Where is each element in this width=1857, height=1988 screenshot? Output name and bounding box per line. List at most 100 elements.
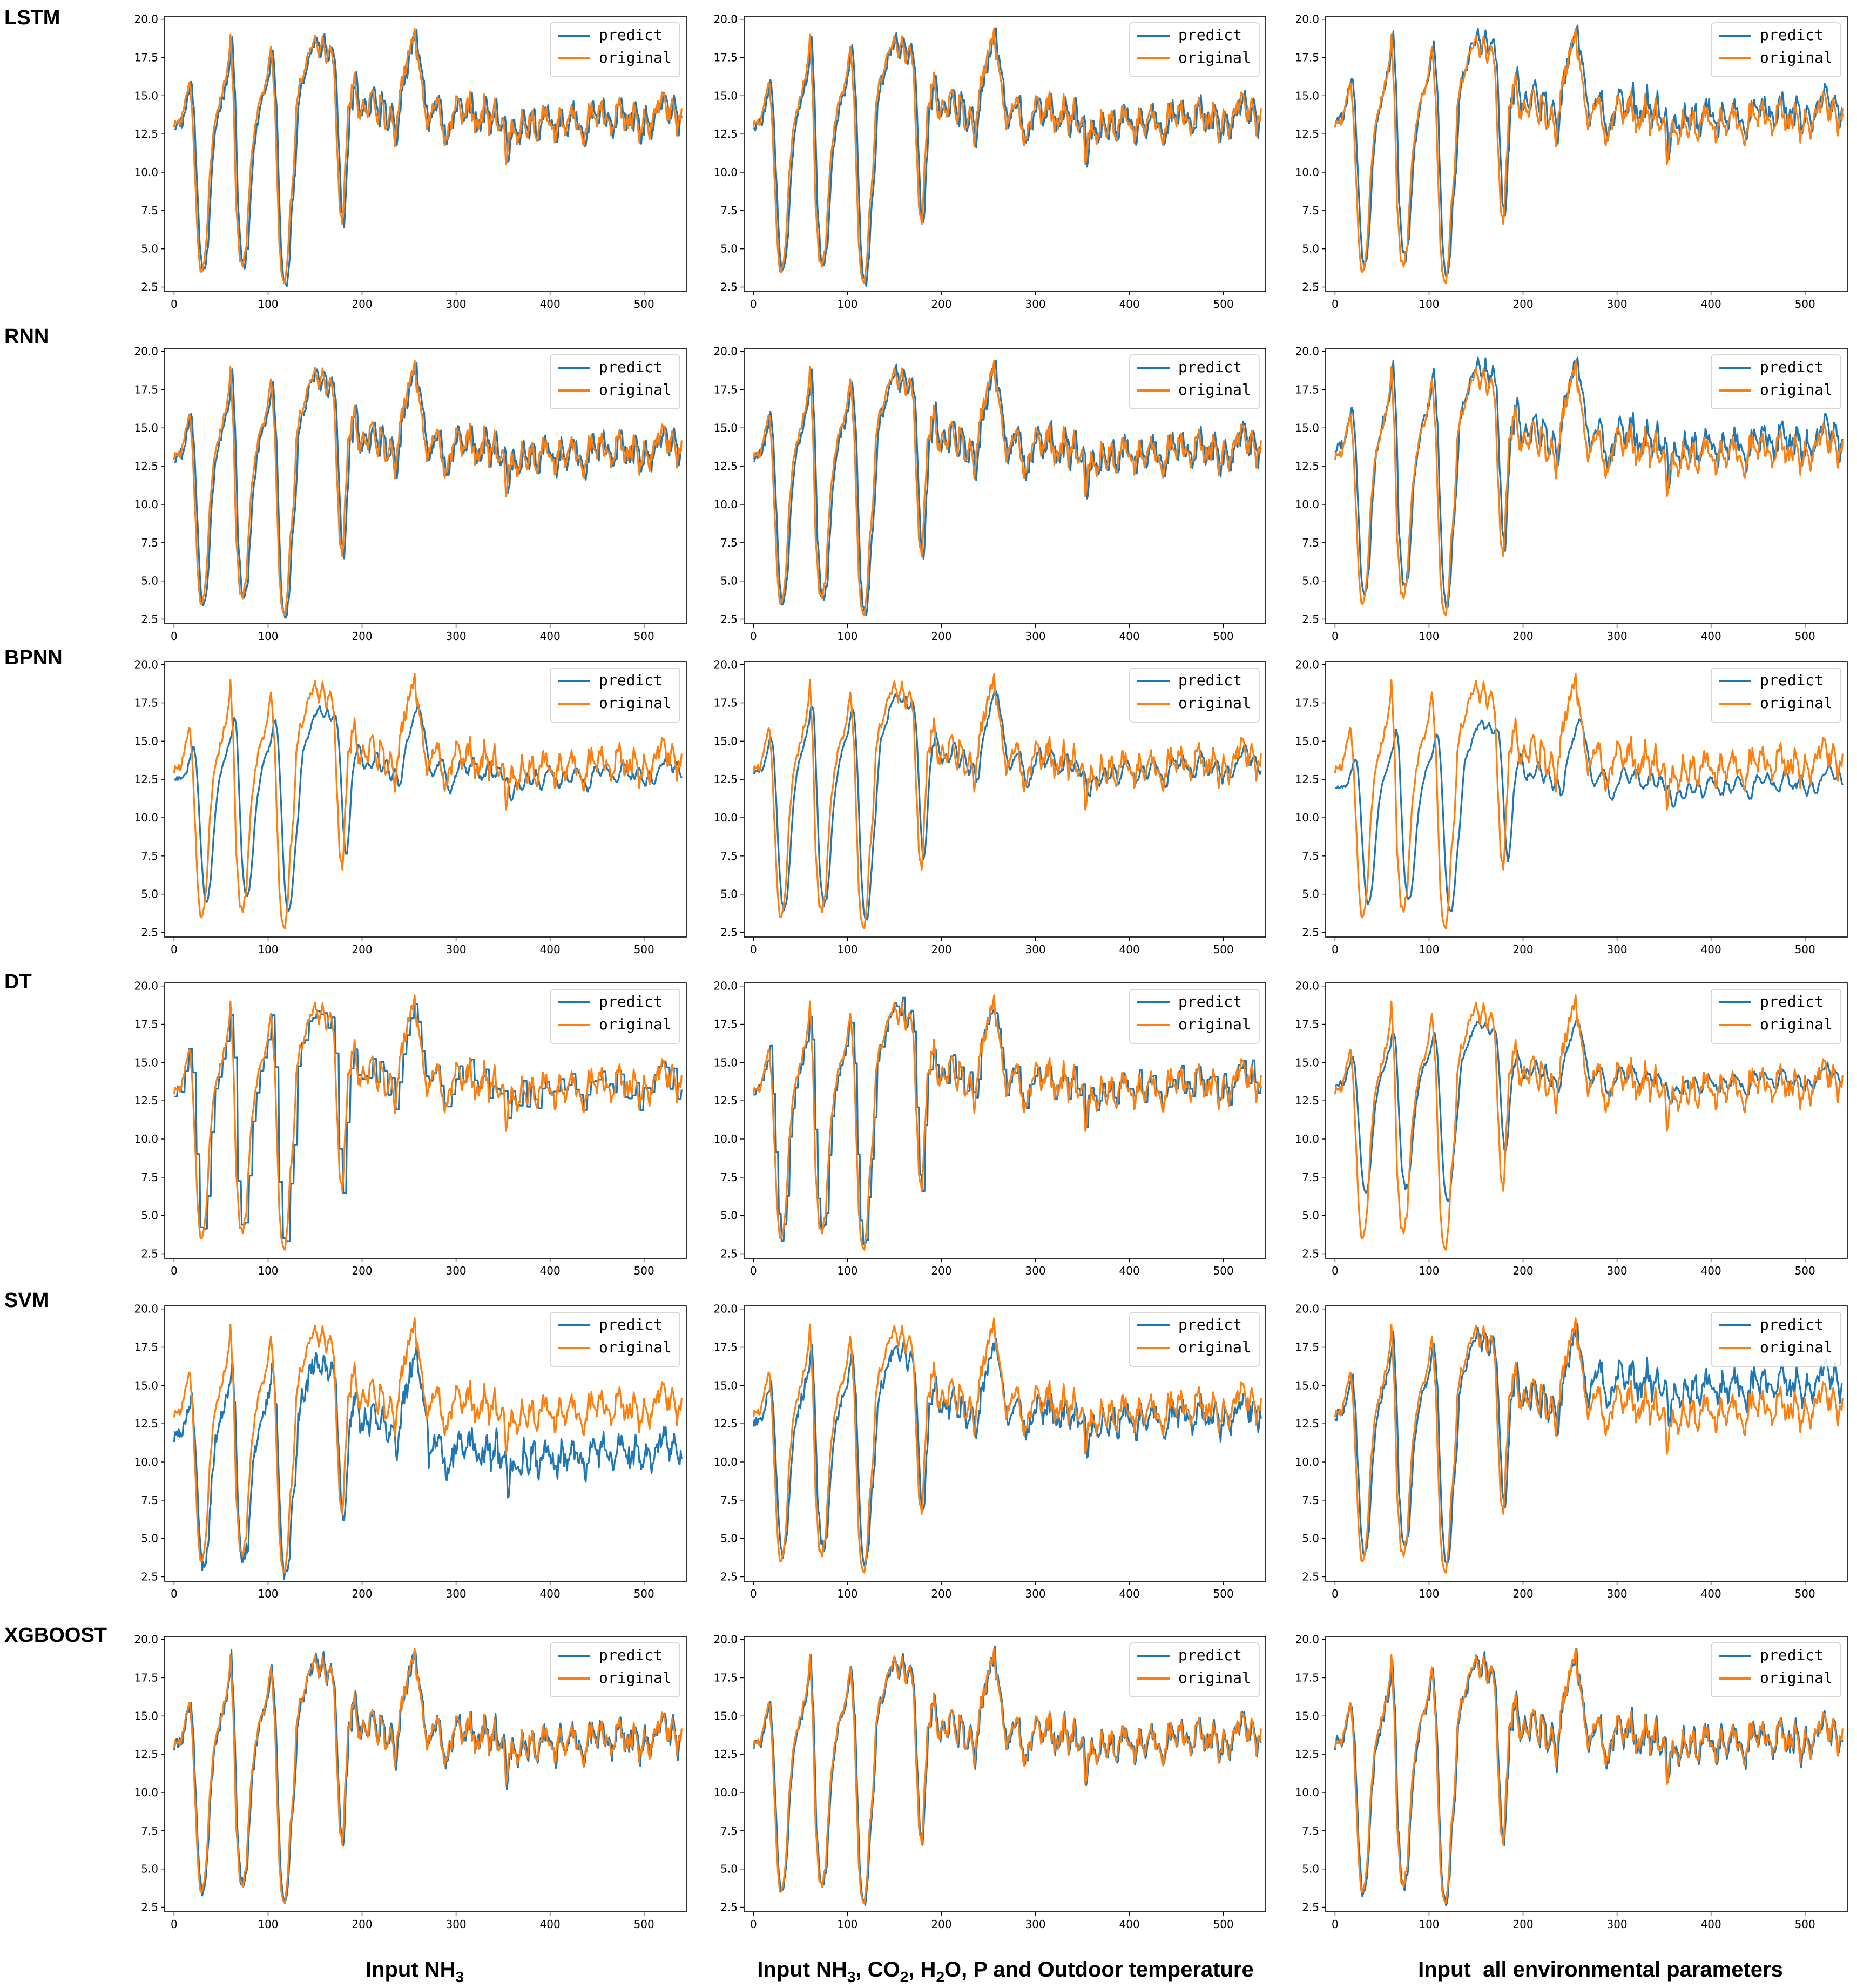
legend-label-original: original — [1178, 1338, 1251, 1356]
x-tick-label: 300 — [445, 298, 466, 311]
y-tick-label: 5.0 — [141, 888, 158, 901]
y-tick-label: 15.0 — [713, 1709, 738, 1722]
x-tick-label: 300 — [1025, 1587, 1045, 1600]
series-line-original — [173, 1317, 683, 1574]
legend-label-predict: predict — [599, 1646, 663, 1664]
y-tick-label: 2.5 — [1302, 926, 1319, 939]
y-tick-label: 20.0 — [713, 1303, 738, 1316]
y-tick-label: 20.0 — [1295, 345, 1319, 358]
y-tick-label: 5.0 — [720, 242, 738, 255]
y-tick-label: 15.0 — [1295, 89, 1319, 102]
x-tick-label: 400 — [1119, 298, 1140, 311]
y-tick-label: 20.0 — [1295, 658, 1319, 671]
series-line-original — [173, 994, 683, 1251]
series-line-original — [1334, 28, 1844, 284]
x-tick-label: 100 — [1419, 630, 1439, 643]
axes-frame — [164, 661, 687, 938]
y-tick-label: 10.0 — [713, 166, 738, 179]
y-tick-label: 20.0 — [134, 658, 158, 671]
x-tick-label: 100 — [258, 943, 278, 956]
y-tick-label: 5.0 — [720, 1209, 738, 1222]
chart-panel-9: 2.5 5.0 7.5 10.0 12.5 15.0 17.5 20.0 0 100 200 300 4… — [134, 980, 687, 1277]
x-tick-label: 200 — [352, 298, 372, 311]
x-tick-label: 400 — [1701, 630, 1721, 643]
x-tick-label: 500 — [1795, 1587, 1815, 1600]
y-tick-label: 2.5 — [141, 926, 158, 939]
y-tick-label: 5.0 — [141, 242, 158, 255]
y-tick-label: 12.5 — [713, 1094, 738, 1107]
x-tick-label: 200 — [931, 630, 951, 643]
x-tick-label: 500 — [1795, 1918, 1815, 1931]
legend: predict original — [1129, 668, 1260, 723]
y-tick-label: 7.5 — [141, 204, 158, 217]
legend-label-original: original — [599, 381, 672, 399]
x-tick-label: 500 — [1213, 1264, 1234, 1277]
y-tick-label: 7.5 — [720, 204, 738, 217]
x-tick-label: 400 — [540, 298, 561, 311]
x-tick-label: 300 — [1606, 1918, 1627, 1931]
y-tick-label: 12.5 — [1295, 773, 1319, 786]
x-tick-label: 0 — [1332, 943, 1339, 956]
chart-panel-3: 2.5 5.0 7.5 10.0 12.5 15.0 17.5 20.0 0 100 200 300 4… — [134, 345, 687, 643]
y-tick-label: 10.0 — [713, 1133, 738, 1145]
legend: predict original — [1711, 354, 1841, 409]
chart-panel-0: 2.5 5.0 7.5 10.0 12.5 15.0 17.5 20.0 0 100 200 300 4… — [134, 13, 687, 311]
x-tick-label: 400 — [1701, 1918, 1721, 1931]
series-line-original — [752, 994, 1262, 1251]
x-tick-label: 100 — [1419, 298, 1439, 311]
y-tick-label: 15.0 — [713, 89, 738, 102]
legend-label-original: original — [599, 49, 672, 66]
legend-label-predict: predict — [599, 1316, 663, 1333]
axes-frame — [744, 661, 1266, 938]
y-tick-label: 15.0 — [134, 89, 158, 102]
legend-label-original: original — [1760, 49, 1833, 66]
legend: predict original — [1711, 989, 1841, 1044]
y-tick-label: 5.0 — [141, 1863, 158, 1876]
chart-panel-2: 2.5 5.0 7.5 10.0 12.5 15.0 17.5 20.0 0 100 200 300 4… — [1295, 13, 1848, 311]
y-tick-label: 20.0 — [713, 658, 738, 671]
series-line-original — [173, 360, 683, 616]
legend-label-original: original — [1760, 1015, 1833, 1033]
x-tick-label: 400 — [1701, 1264, 1721, 1277]
x-tick-label: 500 — [1795, 298, 1815, 311]
y-tick-label: 10.0 — [134, 1133, 158, 1145]
x-tick-label: 500 — [1213, 1587, 1234, 1600]
legend: predict original — [1129, 989, 1260, 1044]
x-tick-label: 200 — [1512, 298, 1533, 311]
x-tick-label: 200 — [352, 1264, 372, 1277]
legend: predict original — [1711, 1312, 1841, 1367]
row-label-svm: SVM — [4, 1289, 49, 1312]
chart-panel-10: 2.5 5.0 7.5 10.0 12.5 15.0 17.5 20.0 0 100 200 300 4… — [713, 980, 1266, 1277]
y-tick-label: 7.5 — [1302, 1494, 1319, 1507]
y-tick-label: 17.5 — [134, 1018, 158, 1031]
y-tick-label: 15.0 — [1295, 734, 1319, 747]
x-tick-label: 200 — [931, 298, 951, 311]
y-tick-label: 5.0 — [720, 1863, 738, 1876]
y-tick-label: 7.5 — [141, 1171, 158, 1184]
y-tick-label: 7.5 — [720, 1494, 738, 1507]
x-tick-label: 0 — [750, 630, 757, 643]
series-line-original — [752, 1317, 1262, 1574]
y-tick-label: 12.5 — [1295, 1417, 1319, 1430]
x-tick-label: 100 — [837, 298, 857, 311]
series-line-original — [173, 673, 683, 929]
legend: predict original — [1711, 22, 1841, 77]
legend-label-original: original — [1178, 1669, 1251, 1687]
x-tick-label: 100 — [258, 630, 278, 643]
y-tick-label: 15.0 — [713, 734, 738, 747]
y-tick-label: 12.5 — [713, 1417, 738, 1430]
y-tick-label: 17.5 — [713, 383, 738, 396]
y-tick-label: 17.5 — [713, 51, 738, 64]
axes-frame — [744, 1305, 1266, 1582]
x-tick-label: 300 — [1606, 630, 1627, 643]
y-tick-label: 10.0 — [134, 498, 158, 511]
y-tick-label: 12.5 — [713, 127, 738, 140]
x-tick-label: 400 — [540, 1587, 561, 1600]
x-tick-label: 400 — [540, 1264, 561, 1277]
legend: predict original — [1711, 668, 1841, 723]
y-tick-label: 5.0 — [1302, 1209, 1319, 1222]
y-tick-label: 12.5 — [713, 773, 738, 786]
series-line-predict — [1334, 1019, 1843, 1202]
x-tick-label: 500 — [1795, 630, 1815, 643]
x-tick-label: 300 — [1606, 298, 1627, 311]
